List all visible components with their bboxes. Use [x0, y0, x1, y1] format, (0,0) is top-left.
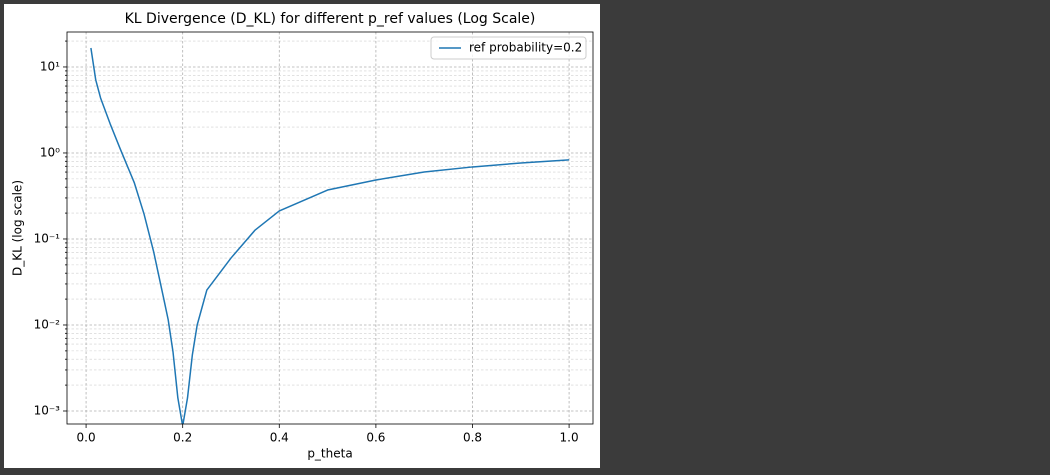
legend-box: [430, 36, 587, 60]
x-tick-label: 0.2: [173, 431, 192, 445]
data-line: [90, 47, 570, 424]
y-tick-label: 10⁻³: [34, 403, 61, 417]
x-tick-label: 0.8: [463, 431, 482, 445]
x-tick-label: 0.6: [366, 431, 385, 445]
y-tick-label: 10⁰: [40, 145, 60, 159]
axes-frame: [66, 31, 594, 425]
x-tick-label: 1.0: [560, 431, 579, 445]
x-tick-label: 0.4: [270, 431, 289, 445]
y-tick-label: 10⁻²: [34, 317, 61, 331]
chart-title: KL Divergence (D_KL) for different p_ref…: [125, 11, 536, 27]
y-tick-label: 10¹: [40, 59, 60, 73]
plot-lines: [90, 47, 570, 424]
plot-area: [67, 32, 593, 424]
x-tick-label: 0.0: [77, 431, 96, 445]
y-tick-label: 10⁻¹: [34, 231, 61, 245]
y-axis-label: D_KL (log scale): [11, 180, 25, 276]
legend-label: ref probability=0.2: [469, 41, 582, 55]
x-axis-label: p_theta: [307, 447, 352, 461]
